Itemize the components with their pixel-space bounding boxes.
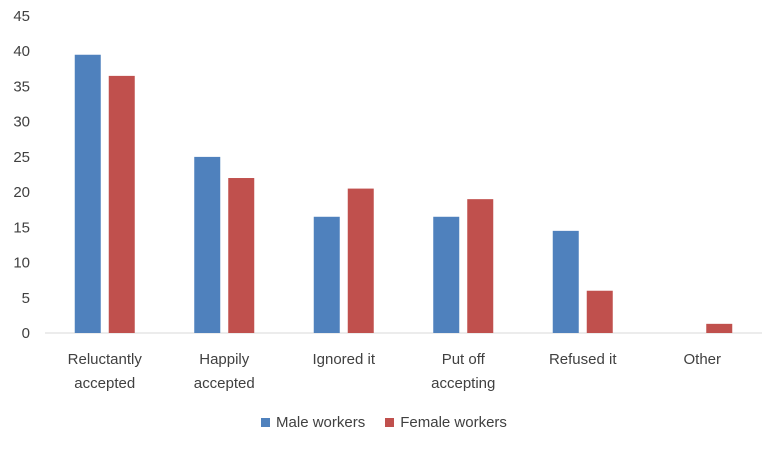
y-tick-label: 45	[13, 8, 30, 25]
legend-label-female: Female workers	[400, 414, 507, 431]
x-category-label: Refused it	[549, 351, 617, 368]
legend-item-female: Female workers	[385, 414, 507, 431]
bar-female	[586, 290, 613, 333]
bar-chart: 0 5 10 15 20 25 30 35 40 45 Reluctantly accepted Ha…	[13, 8, 762, 392]
bar-male	[194, 156, 221, 333]
y-tick-label: 15	[13, 219, 30, 236]
bar-female	[108, 75, 135, 333]
x-category-label: Other	[683, 351, 721, 368]
bar-male	[313, 216, 340, 333]
legend-item-male: Male workers	[261, 414, 365, 431]
legend-label-male: Male workers	[276, 414, 366, 431]
bar-male	[74, 54, 101, 333]
y-axis-ticks: 0 5 10 15 20 25 30 35 40 45	[13, 8, 30, 342]
y-tick-label: 25	[13, 149, 30, 166]
x-category-label: Reluctantly accepted	[68, 351, 143, 392]
bar-male	[433, 216, 460, 333]
y-tick-label: 0	[22, 325, 30, 342]
category-labels: Reluctantly accepted Happily accepted Ignore…	[68, 351, 721, 392]
x-category-label: Ignored it	[312, 351, 375, 368]
y-tick-label: 20	[13, 184, 30, 201]
y-tick-label: 40	[13, 43, 30, 60]
bar-female	[347, 188, 374, 333]
legend-swatch-male	[261, 418, 271, 427]
y-tick-label: 30	[13, 114, 30, 131]
legend: Male workers Female workers	[0, 414, 768, 431]
y-tick-label: 35	[13, 78, 30, 95]
y-tick-label: 5	[22, 290, 30, 307]
y-tick-label: 10	[13, 255, 30, 272]
bar-female	[706, 323, 733, 333]
x-category-label: Put off accepting	[431, 351, 495, 392]
bar-female	[467, 199, 494, 333]
bar-female	[228, 178, 255, 333]
bars-group	[74, 54, 733, 333]
bar-male	[552, 230, 579, 333]
legend-swatch-female	[385, 418, 395, 427]
x-category-label: Happily accepted	[194, 351, 255, 392]
